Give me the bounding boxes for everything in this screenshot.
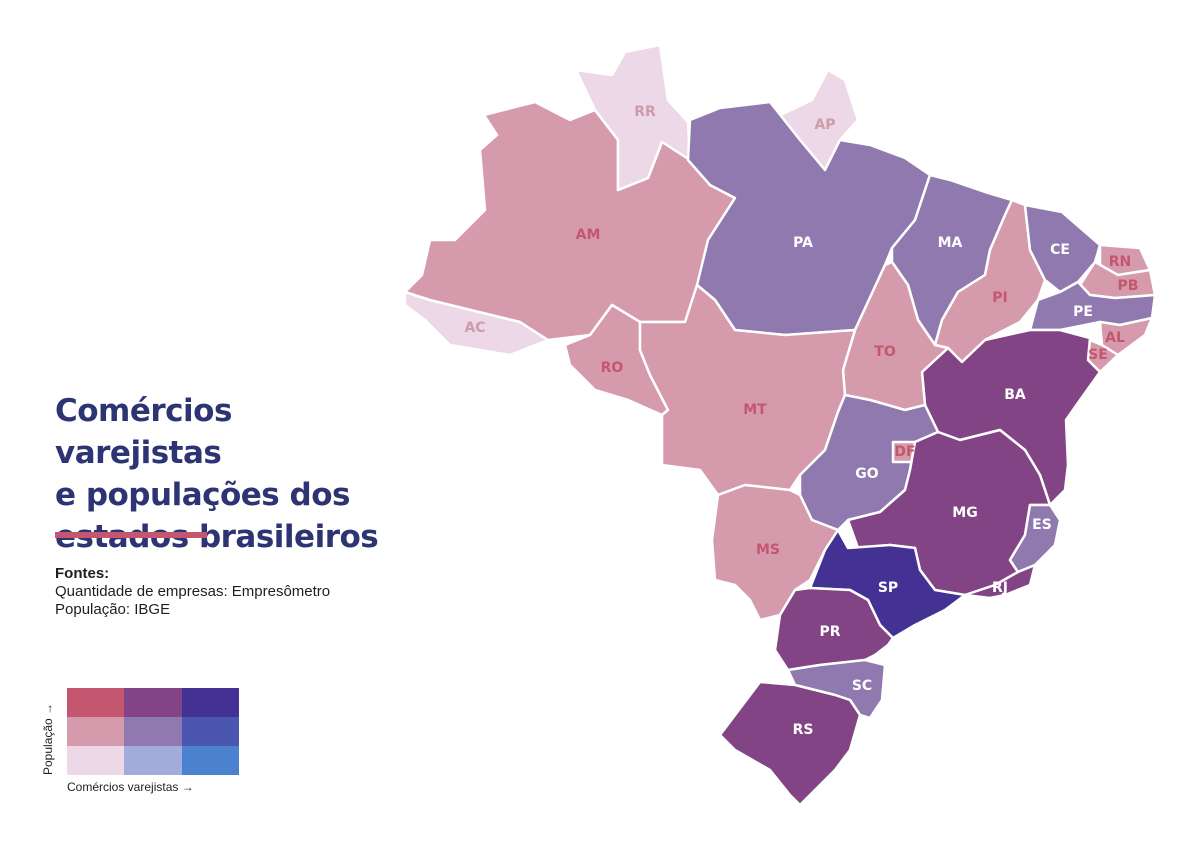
sources-block: Fontes: Quantidade de empresas: Empresôm… (55, 565, 330, 619)
legend-x-label: Comércios varejistas → (67, 780, 194, 794)
legend-cell-pop1-com0 (67, 717, 125, 746)
title-line-1: Comércios varejistas (55, 393, 232, 471)
state-label-rs: RS (793, 722, 814, 738)
legend-cell-pop1-com2 (181, 717, 239, 746)
state-label-rj: RJ (992, 580, 1008, 596)
legend-cell-pop0-com0 (67, 746, 125, 775)
state-label-ce: CE (1050, 242, 1070, 258)
state-label-pi: PI (992, 290, 1007, 306)
sources-heading: Fontes: (55, 565, 110, 582)
state-pr (773, 586, 895, 672)
state-label-to: TO (874, 344, 896, 360)
page-title: Comércios varejistas e populações dos es… (55, 390, 395, 558)
legend-y-label: População → (41, 702, 55, 775)
state-label-sp: SP (878, 580, 898, 596)
state-ms (710, 483, 840, 622)
state-label-pa: PA (793, 235, 813, 251)
state-label-sc: SC (852, 678, 872, 694)
state-label-pr: PR (819, 624, 840, 640)
legend-cell-pop2-com1 (124, 688, 182, 717)
state-label-mg: MG (952, 505, 977, 521)
title-underline (55, 532, 207, 538)
source-population: População: IBGE (55, 601, 171, 618)
state-label-ap: AP (814, 117, 835, 133)
state-label-ac: AC (464, 320, 485, 336)
legend-cell-pop0-com2 (181, 746, 239, 775)
state-label-ba: BA (1004, 387, 1026, 403)
state-label-rn: RN (1109, 254, 1132, 270)
state-label-ro: RO (601, 360, 624, 376)
state-label-es: ES (1032, 517, 1052, 533)
legend-grid (67, 688, 239, 775)
legend-cell-pop2-com2 (181, 688, 239, 717)
state-rj (963, 563, 1037, 600)
title-line-2: e populações dos (55, 477, 351, 513)
state-label-se: SE (1088, 347, 1108, 363)
bivariate-legend (67, 688, 239, 775)
source-companies: Quantidade de empresas: Empresômetro (55, 583, 331, 600)
state-rs (718, 680, 862, 807)
legend-cell-pop0-com1 (124, 746, 182, 775)
state-pa (686, 100, 932, 337)
state-label-df: DF (894, 444, 915, 460)
state-label-rr: RR (634, 104, 656, 120)
legend-cell-pop2-com0 (67, 688, 125, 717)
state-label-ms: MS (756, 542, 780, 558)
state-label-ma: MA (938, 235, 963, 251)
state-label-mt: MT (743, 402, 767, 418)
state-label-pb: PB (1118, 278, 1139, 294)
state-label-am: AM (576, 227, 601, 243)
state-label-al: AL (1105, 330, 1125, 346)
state-label-pe: PE (1073, 304, 1093, 320)
legend-cell-pop1-com1 (124, 717, 182, 746)
state-label-go: GO (855, 466, 878, 482)
